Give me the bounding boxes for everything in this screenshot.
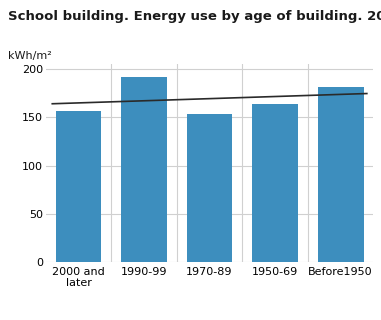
- Bar: [121, 76, 167, 262]
- Bar: [318, 87, 363, 262]
- Bar: [252, 104, 298, 262]
- Text: kWh/m²: kWh/m²: [8, 51, 51, 61]
- Bar: [56, 111, 101, 262]
- Bar: [187, 114, 232, 262]
- Text: School building. Energy use by age of building. 2011. kWh/m²: School building. Energy use by age of bu…: [8, 10, 381, 23]
